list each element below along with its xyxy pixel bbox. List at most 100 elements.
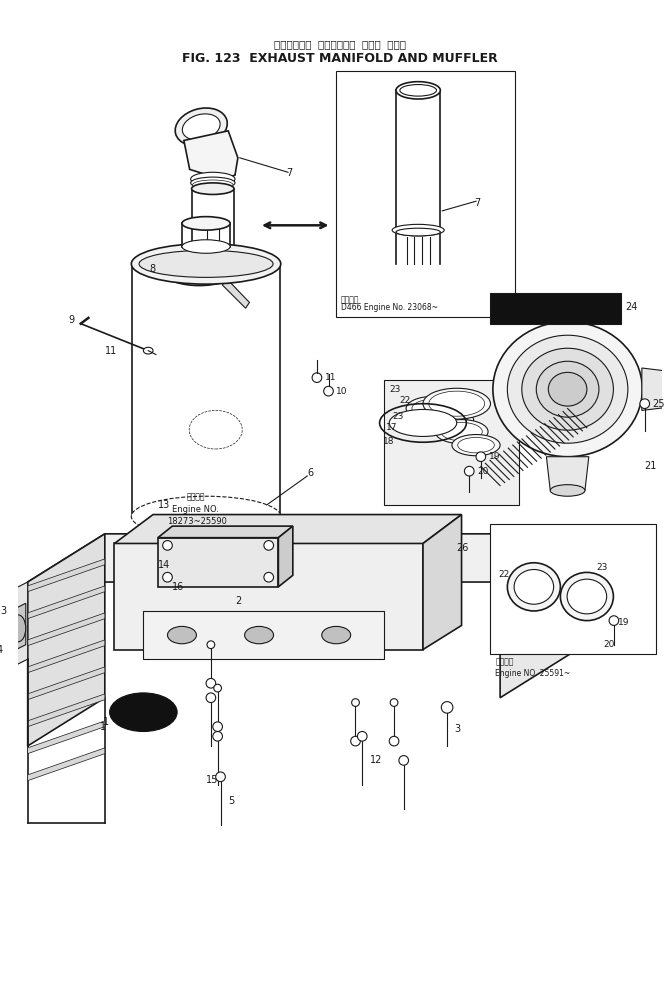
Text: 16: 16	[172, 582, 184, 592]
Polygon shape	[158, 527, 293, 538]
Text: エキゾースト  マニホールド  および  マフラ: エキゾースト マニホールド および マフラ	[274, 39, 406, 49]
Circle shape	[213, 722, 222, 732]
Polygon shape	[27, 748, 105, 781]
Text: Engine NO.: Engine NO.	[172, 506, 219, 515]
Ellipse shape	[192, 248, 234, 260]
Polygon shape	[500, 534, 577, 697]
Polygon shape	[27, 559, 105, 592]
Text: 20: 20	[477, 466, 488, 475]
Circle shape	[213, 732, 222, 741]
Ellipse shape	[132, 496, 281, 537]
Ellipse shape	[132, 243, 281, 284]
Ellipse shape	[435, 419, 488, 443]
Text: 5: 5	[228, 796, 234, 806]
Circle shape	[442, 701, 453, 714]
Text: 24: 24	[625, 303, 638, 313]
Polygon shape	[642, 368, 668, 410]
Ellipse shape	[182, 217, 230, 230]
Polygon shape	[546, 456, 589, 490]
Ellipse shape	[548, 372, 587, 406]
Ellipse shape	[244, 626, 273, 644]
Polygon shape	[384, 380, 520, 505]
Circle shape	[163, 573, 172, 582]
Text: 9: 9	[68, 315, 74, 325]
Ellipse shape	[412, 399, 454, 418]
Circle shape	[206, 678, 216, 688]
Circle shape	[264, 541, 273, 550]
Circle shape	[216, 772, 225, 782]
Circle shape	[390, 698, 398, 707]
Text: 19: 19	[618, 618, 629, 627]
Polygon shape	[114, 515, 462, 544]
Ellipse shape	[423, 388, 490, 419]
Circle shape	[312, 373, 322, 383]
Ellipse shape	[522, 349, 613, 430]
Ellipse shape	[190, 172, 235, 186]
Ellipse shape	[441, 422, 482, 441]
Text: Engine NO. 25591~: Engine NO. 25591~	[495, 668, 570, 677]
Polygon shape	[184, 131, 238, 179]
Ellipse shape	[536, 361, 599, 417]
Circle shape	[206, 692, 216, 702]
Ellipse shape	[550, 484, 585, 496]
Text: 6: 6	[307, 468, 313, 478]
Circle shape	[351, 698, 359, 707]
Text: D466 Engine No. 23068~: D466 Engine No. 23068~	[341, 304, 438, 313]
Text: 11: 11	[325, 373, 336, 382]
Text: 11: 11	[105, 346, 117, 356]
Text: 3: 3	[1, 606, 7, 616]
Circle shape	[163, 541, 172, 550]
Circle shape	[389, 737, 399, 746]
Polygon shape	[158, 538, 279, 587]
Text: 適用番号: 適用番号	[495, 657, 514, 666]
Ellipse shape	[567, 579, 607, 614]
Circle shape	[399, 756, 409, 765]
Text: 1: 1	[103, 717, 109, 727]
Polygon shape	[27, 534, 105, 746]
Ellipse shape	[389, 409, 457, 436]
Ellipse shape	[458, 437, 494, 453]
Polygon shape	[27, 667, 105, 699]
Polygon shape	[144, 611, 384, 659]
Circle shape	[324, 386, 333, 396]
Circle shape	[476, 452, 486, 461]
Text: 2: 2	[235, 596, 241, 606]
Circle shape	[214, 684, 222, 692]
Text: 10: 10	[336, 387, 348, 396]
Text: 17: 17	[386, 423, 398, 432]
Polygon shape	[27, 721, 105, 754]
Text: 12: 12	[370, 756, 382, 766]
Text: 23: 23	[392, 412, 403, 421]
Ellipse shape	[560, 573, 613, 621]
Polygon shape	[27, 640, 105, 672]
Bar	[336, 71, 514, 317]
Circle shape	[609, 616, 619, 625]
Ellipse shape	[396, 228, 440, 236]
Ellipse shape	[514, 570, 554, 604]
Polygon shape	[27, 586, 105, 619]
Polygon shape	[222, 278, 249, 309]
Ellipse shape	[322, 626, 351, 644]
Ellipse shape	[182, 240, 230, 253]
Ellipse shape	[10, 615, 26, 642]
Text: 23: 23	[597, 563, 608, 572]
Ellipse shape	[139, 250, 273, 277]
Ellipse shape	[192, 183, 234, 194]
Ellipse shape	[392, 224, 444, 236]
Polygon shape	[114, 544, 423, 649]
Ellipse shape	[400, 84, 436, 96]
Text: 22: 22	[399, 396, 410, 405]
Ellipse shape	[182, 114, 220, 140]
Text: 26: 26	[457, 544, 469, 554]
Ellipse shape	[421, 408, 474, 432]
Text: 20: 20	[603, 640, 615, 649]
Text: 15: 15	[206, 775, 218, 785]
Ellipse shape	[508, 563, 560, 611]
Text: 3: 3	[454, 724, 460, 734]
Polygon shape	[279, 527, 293, 587]
Text: 8: 8	[149, 263, 155, 273]
Polygon shape	[27, 693, 105, 727]
Text: 21: 21	[645, 461, 657, 471]
Ellipse shape	[429, 391, 485, 416]
Ellipse shape	[175, 108, 227, 146]
